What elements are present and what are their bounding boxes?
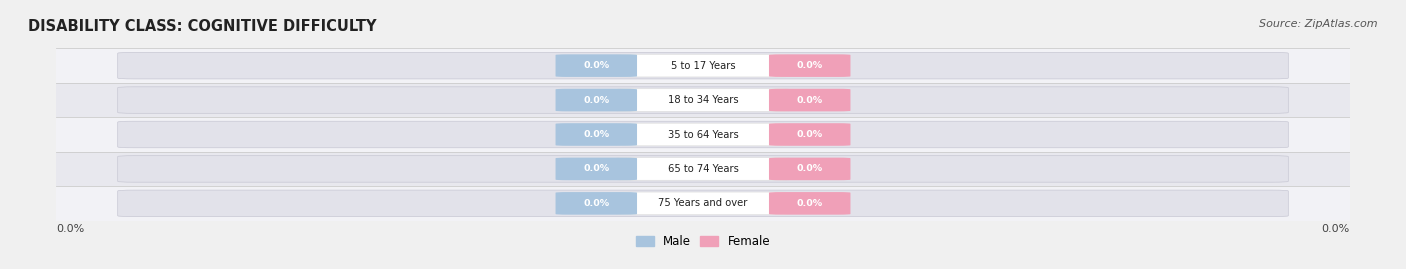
Text: 0.0%: 0.0% [583,130,609,139]
Bar [56,83,1350,117]
Text: 75 Years and over: 75 Years and over [658,198,748,208]
Text: 0.0%: 0.0% [583,199,609,208]
FancyBboxPatch shape [118,121,1288,148]
FancyBboxPatch shape [769,54,851,77]
FancyBboxPatch shape [617,123,789,146]
FancyBboxPatch shape [617,158,789,180]
Text: 0.0%: 0.0% [797,130,823,139]
FancyBboxPatch shape [769,89,851,111]
FancyBboxPatch shape [118,190,1288,217]
FancyBboxPatch shape [118,87,1288,113]
Bar [56,152,1350,186]
FancyBboxPatch shape [617,54,789,77]
Text: 5 to 17 Years: 5 to 17 Years [671,61,735,71]
FancyBboxPatch shape [118,156,1288,182]
Text: 35 to 64 Years: 35 to 64 Years [668,129,738,140]
Text: 0.0%: 0.0% [583,164,609,174]
FancyBboxPatch shape [769,192,851,215]
FancyBboxPatch shape [617,192,789,215]
FancyBboxPatch shape [118,52,1288,79]
FancyBboxPatch shape [617,89,789,111]
Text: 0.0%: 0.0% [583,95,609,105]
Text: 0.0%: 0.0% [797,95,823,105]
Bar [56,186,1350,221]
FancyBboxPatch shape [769,123,851,146]
Text: 0.0%: 0.0% [583,61,609,70]
Text: 18 to 34 Years: 18 to 34 Years [668,95,738,105]
Text: 0.0%: 0.0% [1322,224,1350,234]
FancyBboxPatch shape [555,89,637,111]
Text: DISABILITY CLASS: COGNITIVE DIFFICULTY: DISABILITY CLASS: COGNITIVE DIFFICULTY [28,19,377,34]
Bar [56,48,1350,83]
FancyBboxPatch shape [555,54,637,77]
Legend: Male, Female: Male, Female [631,230,775,253]
FancyBboxPatch shape [555,158,637,180]
FancyBboxPatch shape [769,158,851,180]
Text: 0.0%: 0.0% [797,61,823,70]
Bar [56,117,1350,152]
Text: 0.0%: 0.0% [56,224,84,234]
Text: 0.0%: 0.0% [797,199,823,208]
FancyBboxPatch shape [555,123,637,146]
Text: 0.0%: 0.0% [797,164,823,174]
Text: 65 to 74 Years: 65 to 74 Years [668,164,738,174]
FancyBboxPatch shape [555,192,637,215]
Text: Source: ZipAtlas.com: Source: ZipAtlas.com [1260,19,1378,29]
